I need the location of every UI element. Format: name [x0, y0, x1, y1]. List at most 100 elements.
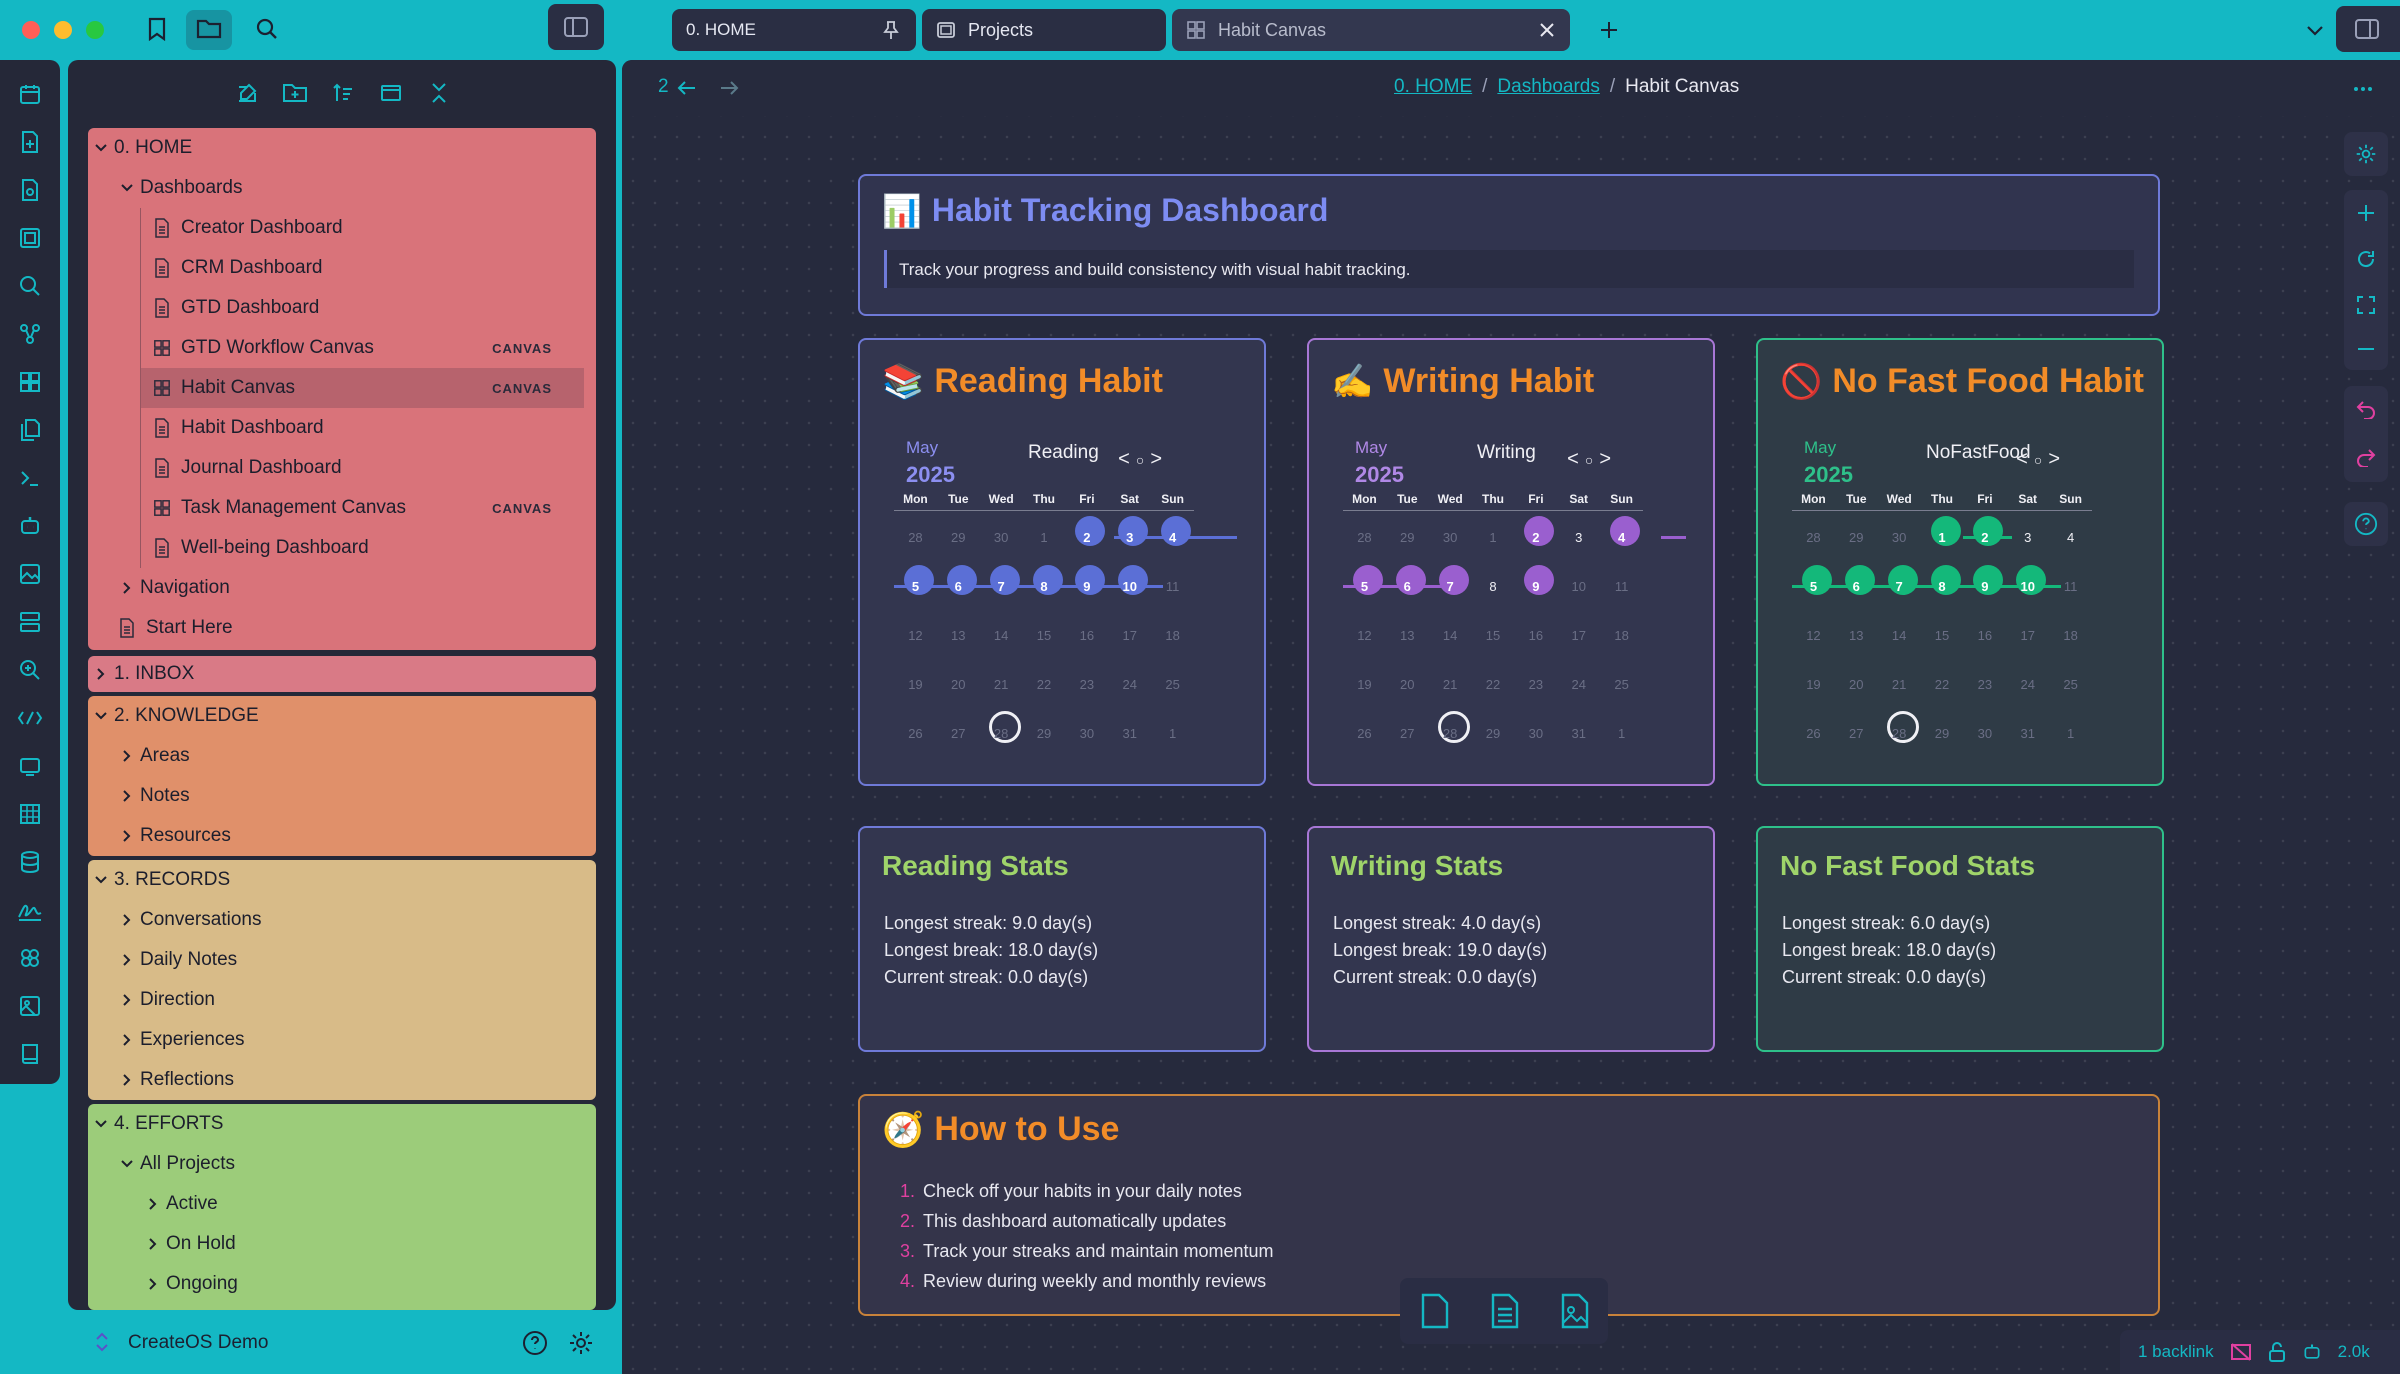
calendar-day[interactable]: 15: [1934, 628, 1950, 643]
calendar-day[interactable]: 20: [1849, 677, 1864, 692]
calendar-day[interactable]: 11: [1165, 579, 1180, 594]
folder-areas[interactable]: Areas: [88, 736, 596, 776]
today-circle-icon[interactable]: ○: [2033, 452, 2049, 468]
backlink-count[interactable]: 1 backlink: [2138, 1342, 2214, 1361]
calendar-day[interactable]: 1: [1921, 516, 1964, 546]
folder-ongoing[interactable]: Ongoing: [88, 1264, 596, 1304]
calendar-day[interactable]: 13: [951, 628, 966, 643]
calendar-day[interactable]: 28: [908, 530, 923, 545]
calendar-day[interactable]: 30: [1528, 726, 1544, 741]
back-arrow-icon[interactable]: [674, 75, 700, 101]
zoom-out-icon[interactable]: [2353, 336, 2379, 362]
template-icon[interactable]: [16, 176, 44, 204]
calendar-day[interactable]: 21: [1891, 677, 1907, 692]
vault-name[interactable]: CreateOS Demo: [128, 1332, 269, 1353]
collapse-all-icon[interactable]: [424, 78, 454, 108]
file-gtd-dashboard[interactable]: GTD Dashboard: [141, 288, 584, 328]
vault-switcher-icon[interactable]: [94, 1330, 114, 1356]
folder-experiences[interactable]: Experiences: [88, 1020, 596, 1060]
file-gtd-workflow-canvas[interactable]: GTD Workflow Canvas CANVAS: [141, 328, 584, 368]
folder-resources[interactable]: Resources: [88, 816, 596, 856]
percent-code-icon[interactable]: [16, 704, 44, 732]
forward-arrow-icon[interactable]: [716, 75, 742, 101]
book-icon[interactable]: [16, 1040, 44, 1068]
calendar-day[interactable]: 6: [1386, 565, 1429, 595]
zoom-icon[interactable]: [16, 656, 44, 684]
search-icon[interactable]: [254, 16, 280, 42]
folder-records-header[interactable]: 3. RECORDS: [88, 860, 596, 900]
calendar-day[interactable]: 28: [980, 711, 1023, 743]
calendar-day[interactable]: 19: [1806, 677, 1821, 692]
calendar-day[interactable]: 7: [1878, 565, 1921, 595]
calendar-day[interactable]: 6: [937, 565, 980, 595]
calendar-day[interactable]: 21: [993, 677, 1009, 692]
calendar-day[interactable]: 27: [1849, 726, 1864, 741]
slides-icon[interactable]: [16, 752, 44, 780]
right-sidebar-toggle[interactable]: [2336, 6, 2400, 52]
graph-icon[interactable]: [16, 320, 44, 348]
calendar-day[interactable]: 31: [1571, 726, 1586, 741]
next-month-icon[interactable]: >: [2048, 448, 2066, 470]
calendar-day[interactable]: 17: [1122, 628, 1137, 643]
canvas-view[interactable]: 2 0. HOME / Dashboards / Habit Canvas 📊 …: [622, 60, 2400, 1374]
calendar-day[interactable]: 20: [1400, 677, 1415, 692]
calendar-day[interactable]: 5: [1792, 565, 1835, 595]
calendar-day[interactable]: 27: [951, 726, 966, 741]
image-edit-icon[interactable]: [16, 560, 44, 588]
file-explorer-toggle[interactable]: [186, 10, 232, 50]
calendar-day[interactable]: 31: [1122, 726, 1137, 741]
folder-navigation[interactable]: Navigation: [88, 568, 596, 608]
calendar-day[interactable]: 23: [1977, 677, 1993, 692]
layout-icon[interactable]: [16, 608, 44, 636]
canvas-icon[interactable]: [16, 224, 44, 252]
calendar-day[interactable]: 12: [1357, 628, 1372, 643]
plugins-icon[interactable]: [16, 944, 44, 972]
dashboard-icon[interactable]: [16, 368, 44, 396]
calendar-day[interactable]: 29: [1400, 530, 1415, 545]
calendar-day[interactable]: 1: [2066, 726, 2075, 741]
calendar-day[interactable]: 15: [1485, 628, 1501, 643]
calendar-day[interactable]: 27: [1400, 726, 1415, 741]
calendar-day[interactable]: 9: [1963, 565, 2006, 595]
bookmark-icon[interactable]: [144, 16, 170, 42]
today-circle-icon[interactable]: ○: [1584, 452, 1600, 468]
calendar-day[interactable]: 12: [908, 628, 923, 643]
calendar-day[interactable]: 14: [993, 628, 1009, 643]
more-options-icon[interactable]: [2350, 76, 2376, 102]
prev-month-icon[interactable]: <: [1118, 448, 1136, 470]
calendar-day[interactable]: 19: [1357, 677, 1372, 692]
file-journal-dashboard[interactable]: Journal Dashboard: [141, 448, 584, 488]
calendar-day[interactable]: 30: [1442, 530, 1458, 545]
calendar-day[interactable]: 13: [1400, 628, 1415, 643]
folder-knowledge-header[interactable]: 2. KNOWLEDGE: [88, 696, 596, 736]
undo-icon[interactable]: [2353, 396, 2379, 422]
calendar-day[interactable]: 29: [1036, 726, 1052, 741]
file-habit-dashboard[interactable]: Habit Dashboard: [141, 408, 584, 448]
calendar-day[interactable]: 9: [1065, 565, 1108, 595]
reset-zoom-icon[interactable]: [2353, 246, 2379, 272]
breadcrumb-home[interactable]: 0. HOME: [1394, 76, 1473, 97]
bot-status-icon[interactable]: [2302, 1342, 2322, 1362]
calendar-icon[interactable]: [16, 80, 44, 108]
image-icon[interactable]: [16, 992, 44, 1020]
folder-direction[interactable]: Direction: [88, 980, 596, 1020]
folder-active[interactable]: Active: [88, 1184, 596, 1224]
calendar-day[interactable]: 16: [1977, 628, 1993, 643]
calendar-day[interactable]: 30: [1977, 726, 1993, 741]
calendar-day[interactable]: 3: [1575, 530, 1583, 545]
stats-card-reading[interactable]: Reading Stats Longest streak: 9.0 day(s) L…: [858, 826, 1266, 1052]
calendar-day[interactable]: 8: [1023, 565, 1066, 595]
calendar-day[interactable]: 23: [1079, 677, 1095, 692]
calendar-day[interactable]: 1: [1489, 530, 1497, 545]
calendar-day[interactable]: 30: [1079, 726, 1095, 741]
calendar-day[interactable]: 26: [1357, 726, 1372, 741]
calendar-day[interactable]: 28: [1429, 711, 1472, 743]
calendar-day[interactable]: 1: [1040, 530, 1048, 545]
calendar-day[interactable]: 31: [2020, 726, 2035, 741]
database-icon[interactable]: [16, 848, 44, 876]
stats-card-nofastfood[interactable]: No Fast Food Stats Longest streak: 6.0 da…: [1756, 826, 2164, 1052]
zoom-in-icon[interactable]: [2353, 200, 2379, 226]
habit-card-nofastfood[interactable]: 🚫 No Fast Food Habit May 2025 NoFastFood <○> M…: [1756, 338, 2164, 786]
habit-card-reading[interactable]: 📚 Reading Habit May 2025 Reading <○> Mon Tue Wed…: [858, 338, 1266, 786]
canvas-help-icon[interactable]: [2344, 502, 2388, 546]
